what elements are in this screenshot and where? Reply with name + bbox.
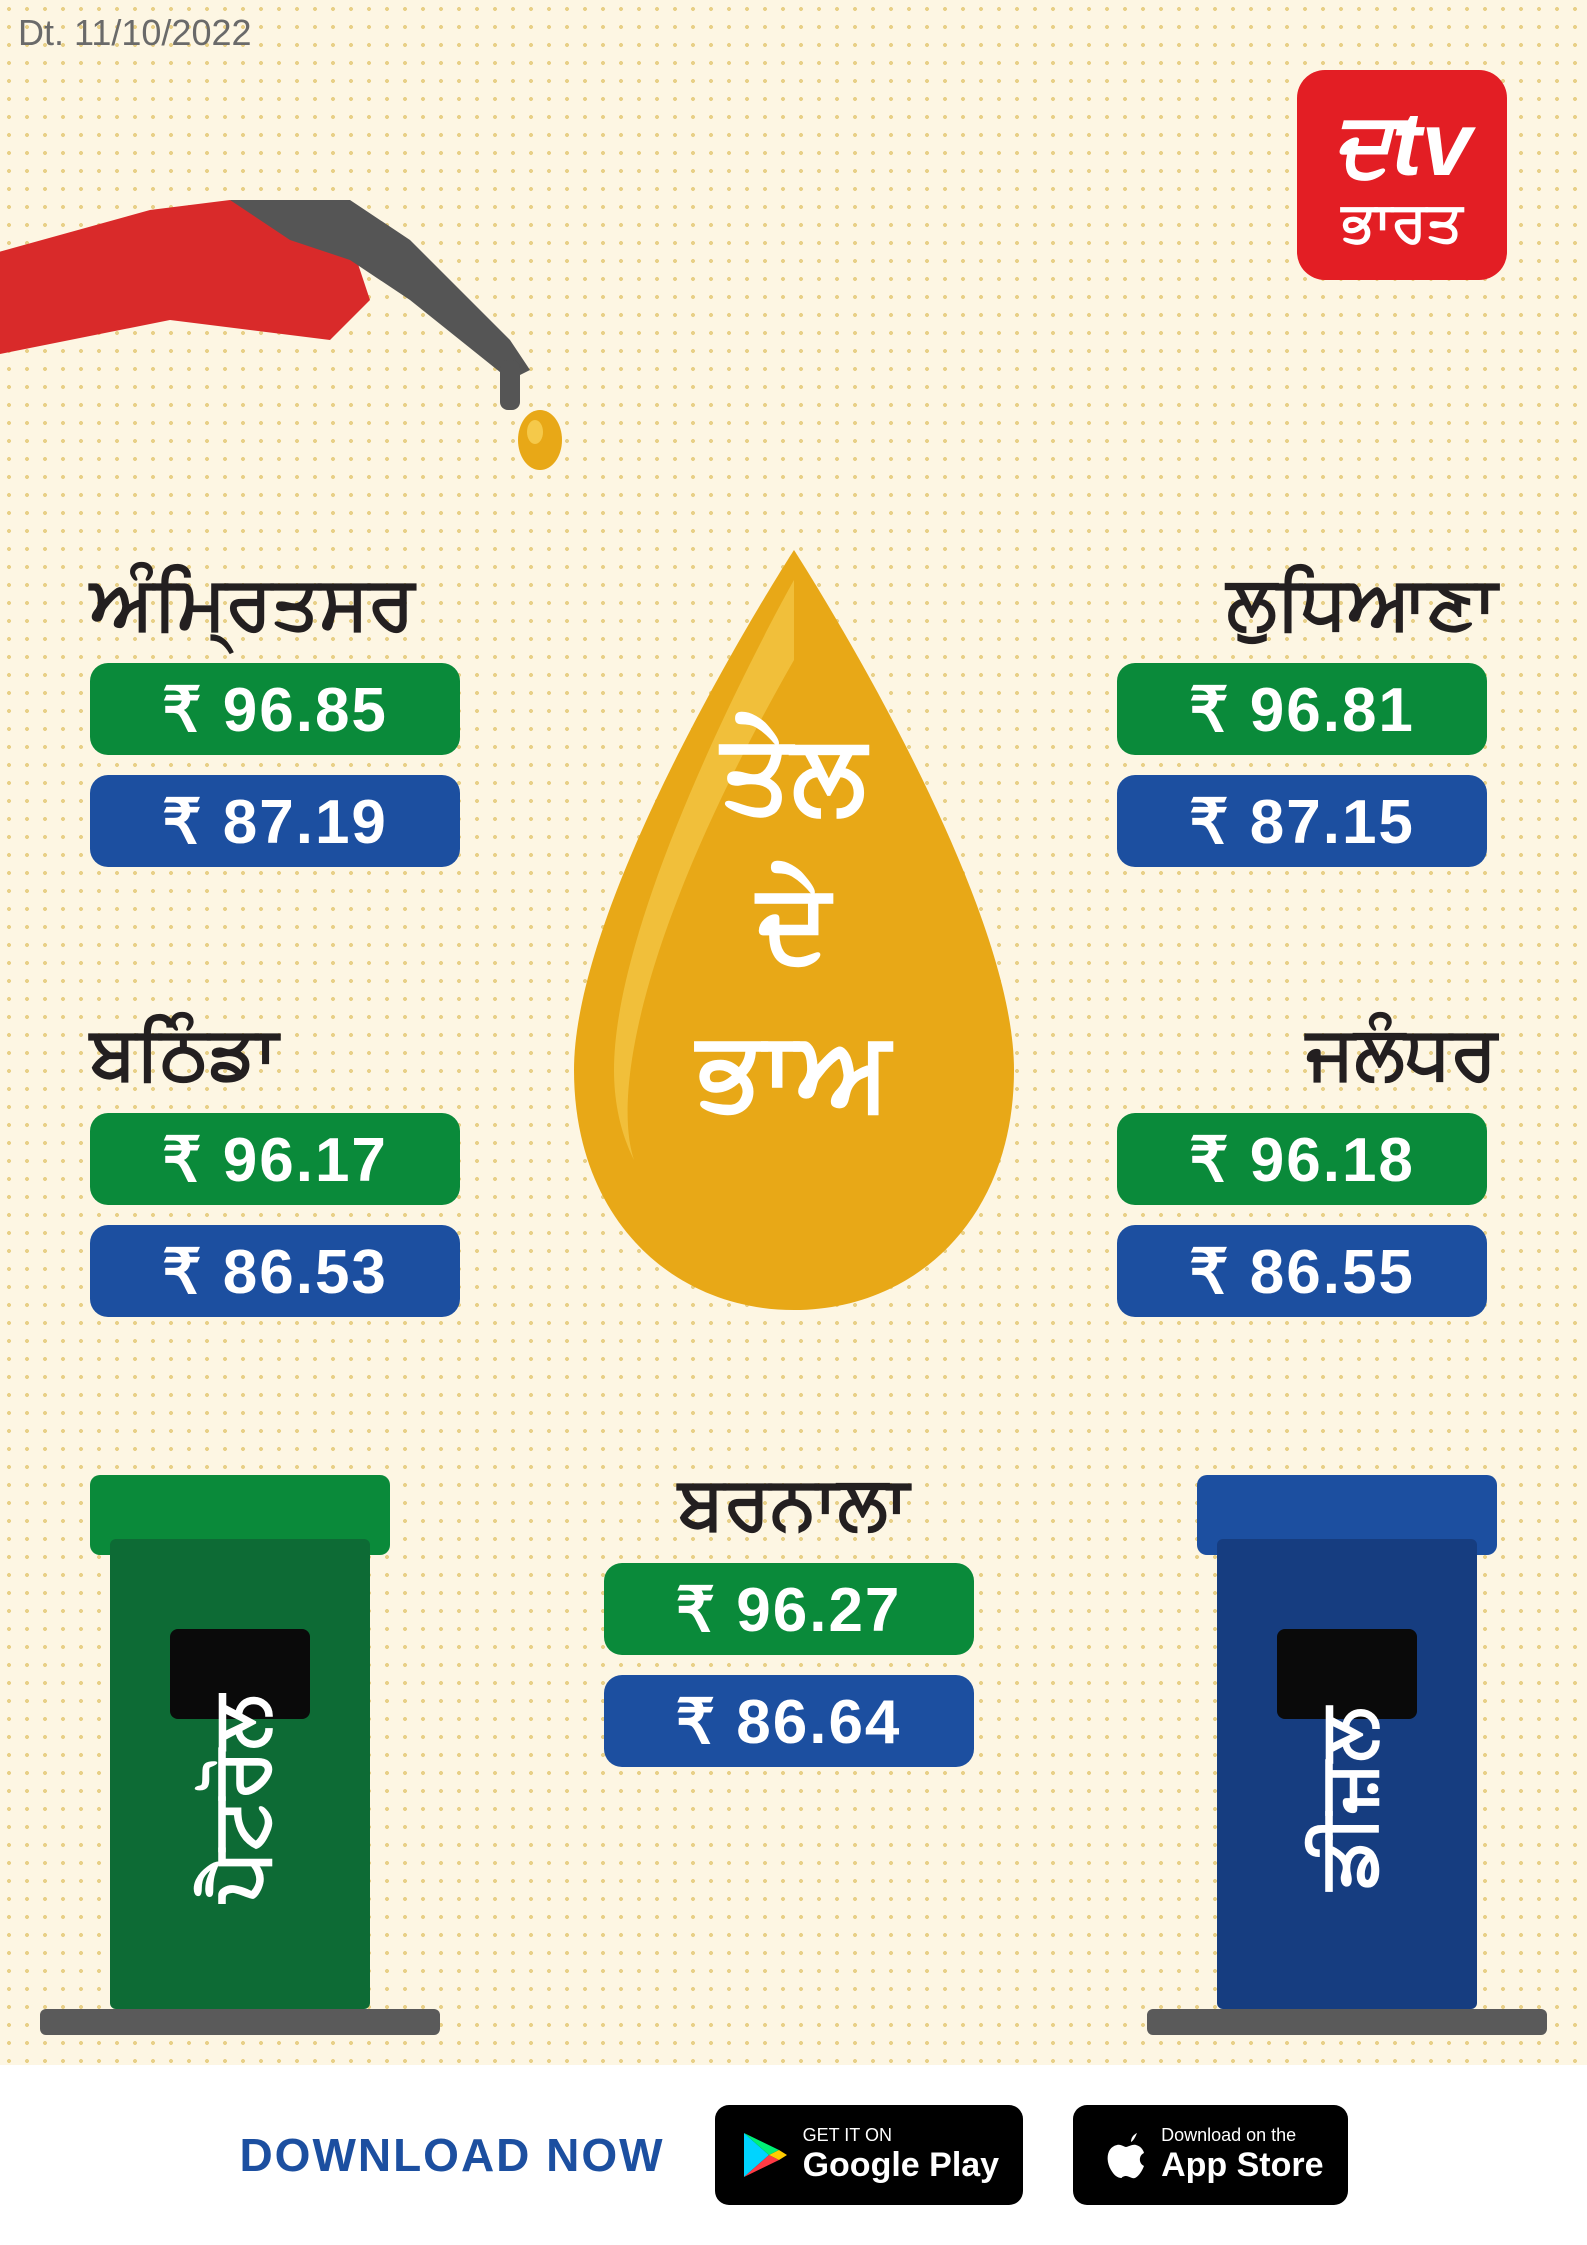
google-big-text: Google Play — [803, 2146, 1000, 2185]
city-name: ਬਠਿੰਡਾ — [90, 1010, 470, 1097]
city-jalandhar: ਜਲੰਧਰ ₹ 96.18 ₹ 86.55 — [1117, 1010, 1497, 1337]
city-bathinda: ਬਠਿੰਡਾ ₹ 96.17 ₹ 86.53 — [90, 1010, 470, 1337]
pump-label-petrol: ਪੈਟਰੋਲ — [110, 1649, 370, 1949]
petrol-price: ₹ 96.18 — [1117, 1113, 1487, 1205]
city-name: ਬਰਨਾਲਾ — [604, 1460, 984, 1547]
logo-bottom-text: ਭਾਰਤ — [1342, 194, 1463, 250]
city-name: ਅੰਮ੍ਰਿਤਸਰ — [90, 560, 470, 647]
download-now-text: DOWNLOAD NOW — [239, 2128, 664, 2182]
drop-line3: ਭਾਅ — [514, 997, 1074, 1146]
city-barnala: ਬਰਨਾਲਾ ₹ 96.27 ₹ 86.64 — [604, 1460, 984, 1787]
drop-line1: ਤੇਲ — [514, 700, 1074, 849]
oil-drop-graphic: ਤੇਲ ਦੇ ਭਾਅ — [514, 540, 1074, 1320]
petrol-price: ₹ 96.85 — [90, 663, 460, 755]
diesel-price: ₹ 86.64 — [604, 1675, 974, 1767]
petrol-pump-icon: ਪੈਟਰੋਲ — [70, 1475, 410, 2035]
pump-base — [1147, 2009, 1547, 2035]
pump-body: ਪੈਟਰੋਲ — [110, 1539, 370, 2009]
apple-icon — [1097, 2130, 1147, 2180]
google-small-text: GET IT ON — [803, 2125, 1000, 2146]
petrol-price: ₹ 96.81 — [1117, 663, 1487, 755]
pump-label-diesel: ਡੀਜ਼ਲ — [1217, 1649, 1477, 1949]
app-store-badge[interactable]: Download on the App Store — [1073, 2105, 1347, 2205]
city-name: ਲੁਧਿਆਣਾ — [1117, 560, 1497, 647]
google-play-badge[interactable]: GET IT ON Google Play — [715, 2105, 1024, 2205]
apple-big-text: App Store — [1161, 2146, 1323, 2185]
petrol-price: ₹ 96.17 — [90, 1113, 460, 1205]
city-amritsar: ਅੰਮ੍ਰਿਤਸਰ ₹ 96.85 ₹ 87.19 — [90, 560, 470, 887]
apple-small-text: Download on the — [1161, 2125, 1323, 2146]
logo-top-text: ਦtv — [1332, 100, 1472, 190]
diesel-price: ₹ 86.53 — [90, 1225, 460, 1317]
pump-base — [40, 2009, 440, 2035]
diesel-price: ₹ 87.15 — [1117, 775, 1487, 867]
pump-body: ਡੀਜ਼ਲ — [1217, 1539, 1477, 2009]
diesel-price: ₹ 86.55 — [1117, 1225, 1487, 1317]
city-name: ਜਲੰਧਰ — [1117, 1010, 1497, 1097]
diesel-pump-icon: ਡੀਜ਼ਲ — [1177, 1475, 1517, 2035]
fuel-nozzle-icon — [0, 60, 690, 480]
petrol-price: ₹ 96.27 — [604, 1563, 974, 1655]
diesel-price: ₹ 87.19 — [90, 775, 460, 867]
footer-bar: DOWNLOAD NOW GET IT ON Google Play Downl… — [0, 2065, 1587, 2245]
google-play-icon — [739, 2130, 789, 2180]
drop-line2: ਦੇ — [514, 849, 1074, 998]
drop-title: ਤੇਲ ਦੇ ਭਾਅ — [514, 700, 1074, 1146]
city-ludhiana: ਲੁਧਿਆਣਾ ₹ 96.81 ₹ 87.15 — [1117, 560, 1497, 887]
date-label: Dt. 11/10/2022 — [18, 12, 252, 54]
etv-bharat-logo: ਦtv ਭਾਰਤ — [1297, 70, 1507, 280]
